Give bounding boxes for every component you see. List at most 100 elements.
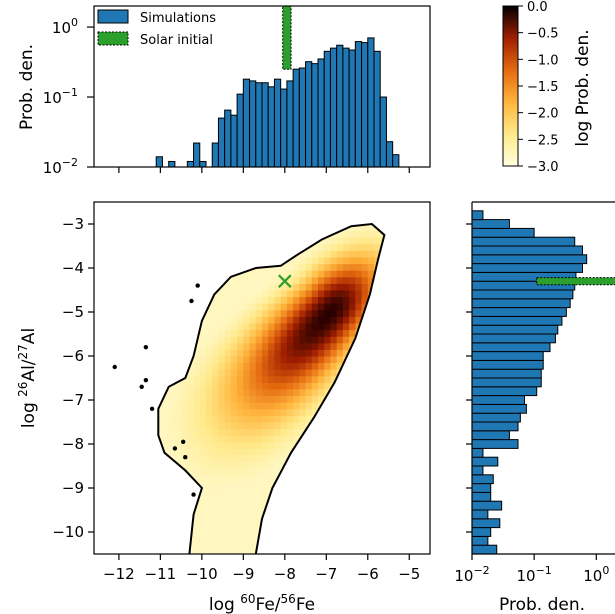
heatmap-cell — [150, 541, 157, 548]
heatmap-cell — [237, 224, 244, 232]
heatmap-cell — [418, 330, 425, 337]
heatmap-cell — [113, 257, 120, 264]
heatmap-cell — [113, 270, 120, 277]
heatmap-cell — [336, 540, 344, 548]
heatmap-cell — [318, 309, 325, 317]
heatmap-cell — [293, 455, 300, 463]
heatmap-cell — [324, 296, 331, 304]
heatmap-cell — [349, 448, 356, 456]
heatmap-cell — [405, 396, 412, 403]
heatmap-cell — [193, 263, 201, 271]
heatmap-cell — [286, 448, 294, 456]
heatmap-cell — [355, 290, 363, 298]
heatmap-cell — [330, 428, 338, 436]
heatmap-cell — [187, 316, 195, 324]
heatmap-cell — [230, 342, 238, 350]
heatmap-cell — [336, 250, 344, 258]
right-histogram-bar — [472, 483, 492, 493]
heatmap-cell — [367, 534, 375, 542]
heatmap-cell — [324, 356, 331, 364]
heatmap-cell — [168, 342, 176, 350]
heatmap-cell — [237, 521, 244, 529]
heatmap-cell — [158, 224, 163, 232]
heatmap-cell — [374, 428, 381, 436]
heatmap-cell — [280, 408, 288, 416]
heatmap-cell — [367, 428, 375, 436]
heatmap-cell — [280, 369, 288, 377]
top-histogram-bars — [155, 6, 400, 167]
heatmap-cell — [280, 527, 288, 535]
heatmap-cell — [280, 329, 288, 337]
heatmap-cell — [361, 276, 369, 284]
heatmap-cell — [393, 303, 400, 310]
heatmap-cell — [119, 349, 126, 356]
heatmap-cell — [199, 395, 207, 403]
heatmap-cell — [174, 514, 182, 522]
heatmap-cell — [324, 534, 331, 542]
heatmap-cell — [380, 250, 385, 258]
heatmap-cell — [262, 408, 269, 416]
heatmap-cell — [418, 508, 425, 515]
heatmap-cell — [230, 309, 238, 317]
heatmap-cell — [399, 462, 406, 469]
heatmap-cell — [168, 474, 176, 482]
heatmap-cell — [280, 270, 288, 278]
heatmap-cell — [187, 243, 195, 251]
heatmap-cell — [268, 349, 275, 357]
heatmap-cell — [158, 250, 163, 258]
heatmap-cell — [144, 481, 151, 488]
heatmap-cell — [249, 257, 257, 265]
heatmap-cell — [255, 250, 263, 258]
top-histogram-bar — [385, 141, 394, 167]
heatmap-cell — [380, 204, 387, 211]
heatmap-cell — [237, 290, 244, 298]
heatmap-cell — [255, 237, 263, 245]
heatmap-cell — [138, 336, 145, 343]
heatmap-cell — [324, 329, 331, 337]
heatmap-cell — [144, 316, 151, 323]
heatmap-cell — [311, 494, 319, 502]
heatmap-cell — [100, 356, 107, 363]
heatmap-cell — [199, 448, 207, 456]
heatmap-cell — [280, 455, 288, 463]
heatmap-cell — [293, 527, 300, 535]
heatmap-cell — [131, 415, 138, 422]
top-histogram-bar — [168, 160, 176, 167]
heatmap-cell — [418, 495, 425, 502]
heatmap-cell — [286, 243, 294, 251]
heatmap-cell — [299, 422, 307, 430]
heatmap-cell — [342, 303, 350, 311]
heatmap-cell — [399, 508, 406, 515]
heatmap-cell — [119, 481, 126, 488]
heatmap-cell — [274, 296, 282, 304]
heatmap-cell — [212, 402, 219, 410]
right-histogram-bar — [472, 263, 584, 273]
heatmap-cell — [374, 224, 381, 225]
heatmap-cell — [286, 342, 294, 350]
heatmap-cell — [187, 428, 195, 436]
heatmap-cell — [249, 474, 257, 482]
heatmap-cell — [361, 349, 369, 357]
heatmap-cell — [274, 336, 282, 344]
heatmap-cell — [199, 290, 207, 298]
heatmap-cell — [249, 415, 257, 423]
heatmap-cell — [224, 237, 232, 245]
heatmap-cell — [255, 296, 263, 304]
heatmap-cell — [405, 204, 412, 211]
heatmap-cell — [380, 296, 385, 304]
heatmap-cell — [243, 270, 251, 278]
heatmap-cell — [349, 243, 356, 251]
heatmap-cell — [162, 521, 170, 529]
heatmap-cell — [113, 204, 120, 211]
heatmap-cell — [119, 501, 126, 508]
heatmap-cell — [212, 389, 219, 397]
heatmap-cell — [94, 336, 101, 343]
heatmap-cell — [249, 402, 257, 410]
heatmap-cell — [250, 211, 257, 218]
heatmap-cell — [162, 349, 170, 357]
heatmap-cell — [299, 474, 307, 482]
heatmap-cell — [324, 198, 331, 205]
heatmap-cell — [193, 356, 201, 364]
heatmap-cell — [212, 211, 219, 218]
heatmap-cell — [162, 375, 170, 383]
